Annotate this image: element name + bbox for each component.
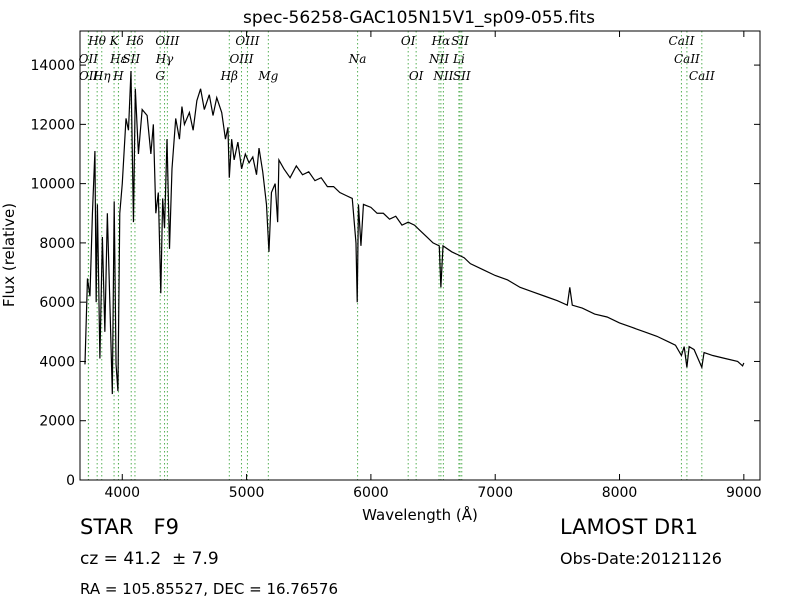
spectral-line-label: K bbox=[109, 34, 120, 48]
plot-frame bbox=[79, 30, 761, 481]
spectral-line-label: G bbox=[155, 69, 165, 83]
spectral-line-label: OIII bbox=[155, 34, 179, 48]
spectral-line-label: OII bbox=[79, 69, 99, 83]
spectral-line-label: SII bbox=[451, 34, 469, 48]
annotation: cz = 41.2 ± 7.9 bbox=[80, 549, 219, 569]
y-tick-label: 8000 bbox=[39, 236, 75, 252]
chart-title: spec-56258-GAC105N15V1_sp09-055.fits bbox=[243, 8, 595, 28]
y-tick-label: 14000 bbox=[30, 58, 75, 74]
spectral-line-label: CaII bbox=[689, 69, 715, 83]
spectral-line-label: OIII bbox=[229, 52, 253, 66]
x-tick-label: 4000 bbox=[104, 485, 140, 501]
spectral-line-label: NII bbox=[432, 69, 453, 83]
y-tick-label: 6000 bbox=[39, 295, 75, 311]
spectral-line-label: CaII bbox=[669, 34, 695, 48]
spectral-line-label: Na bbox=[348, 52, 367, 66]
spectral-line-label: Hα bbox=[431, 34, 451, 48]
spectral-line-label: H bbox=[112, 69, 124, 83]
x-tick-label: 7000 bbox=[477, 485, 513, 501]
spectral-line-label: Mg bbox=[257, 69, 278, 83]
y-tick-label: 10000 bbox=[30, 177, 75, 193]
y-tick-label: 2000 bbox=[39, 414, 75, 430]
spectral-line-label: SII bbox=[453, 69, 471, 83]
spectrum-line bbox=[84, 70, 745, 395]
annotation: STAR F9 bbox=[80, 515, 179, 539]
y-axis-label: Flux (relative) bbox=[0, 203, 18, 307]
y-tick-label: 0 bbox=[66, 473, 75, 489]
spectral-line-label: Hη bbox=[92, 69, 111, 83]
spectral-line-label: Hδ bbox=[125, 34, 144, 48]
x-axis-label: Wavelength (Å) bbox=[362, 505, 478, 524]
x-tick-label: 5000 bbox=[229, 485, 265, 501]
spectral-line-label: Hγ bbox=[155, 52, 174, 66]
spectral-line-label: OI bbox=[401, 34, 416, 48]
x-tick-label: 8000 bbox=[602, 485, 638, 501]
x-tick-label: 9000 bbox=[726, 485, 762, 501]
y-tick-label: 12000 bbox=[30, 117, 75, 133]
spectral-line-label: Hθ bbox=[87, 34, 106, 48]
spectral-line-label: NII bbox=[428, 52, 449, 66]
spectral-line-label: OIII bbox=[235, 34, 259, 48]
spectral-line-label: SII bbox=[122, 52, 140, 66]
spectral-line-label: Hβ bbox=[220, 69, 238, 83]
x-tick-label: 6000 bbox=[353, 485, 389, 501]
spectral-line-label: OI bbox=[409, 69, 424, 83]
spectral-line-label: Li bbox=[452, 52, 465, 66]
y-tick-label: 4000 bbox=[39, 354, 75, 370]
annotation: LAMOST DR1 bbox=[560, 515, 698, 539]
spectral-line-label: CaII bbox=[674, 52, 700, 66]
annotation: Obs-Date:20121126 bbox=[560, 549, 722, 568]
annotation: RA = 105.85527, DEC = 16.76576 bbox=[80, 580, 338, 598]
